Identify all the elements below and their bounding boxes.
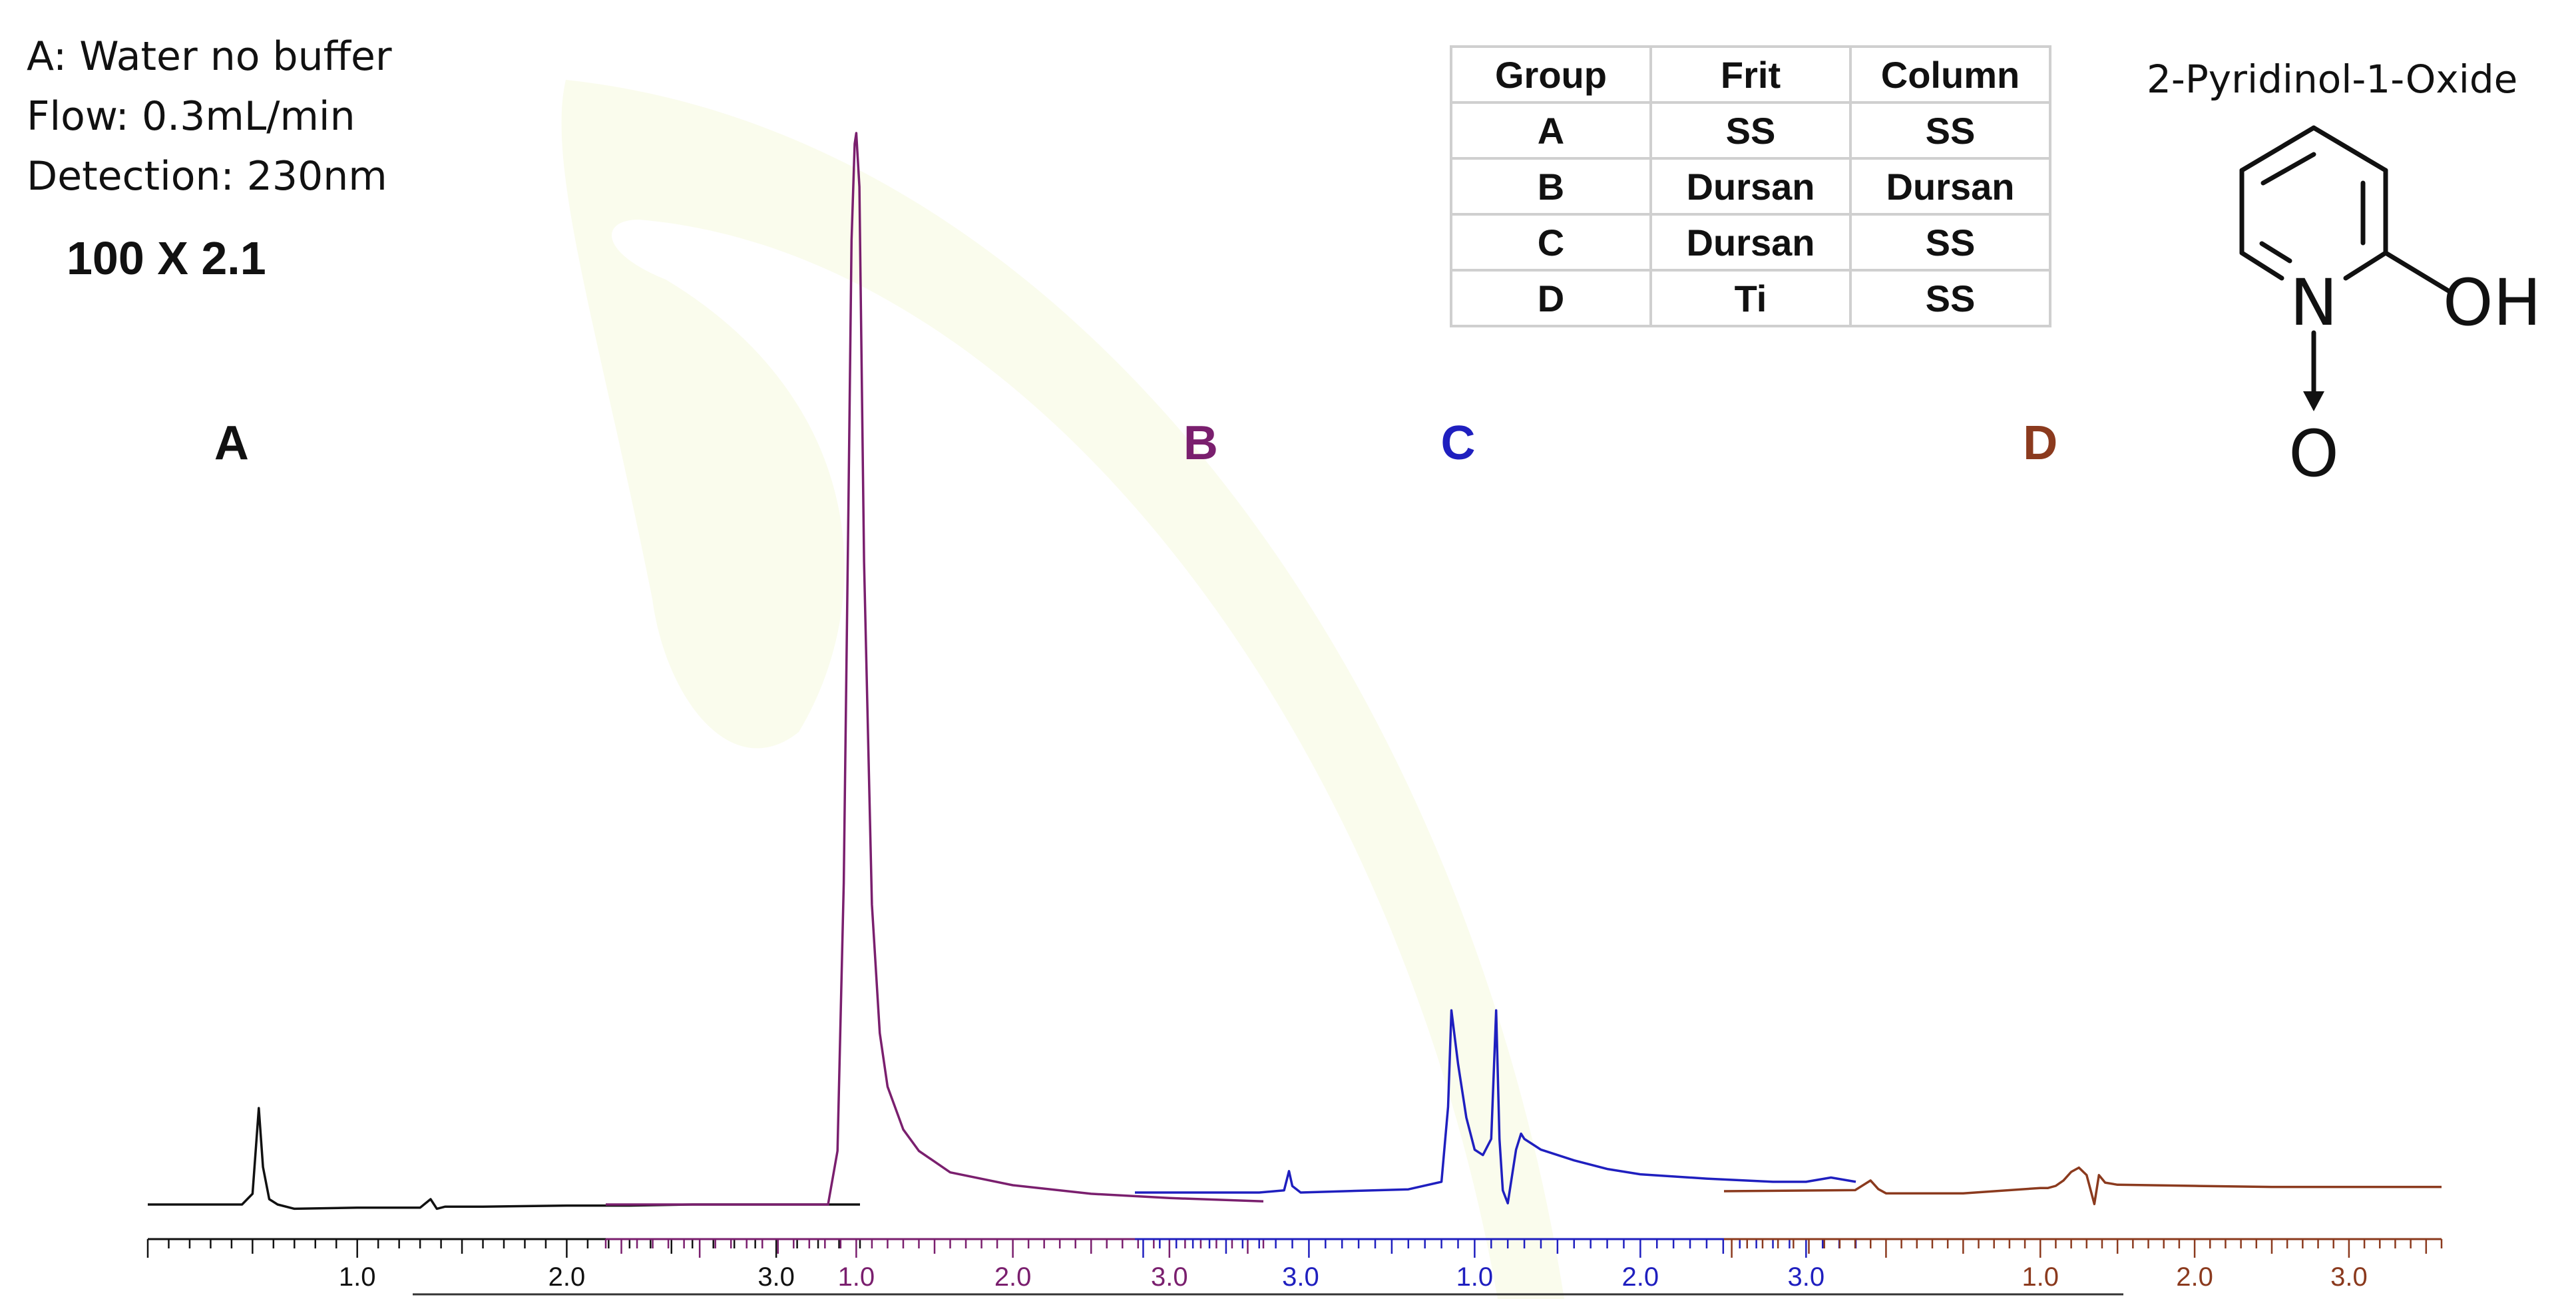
- table-cell: Ti: [1649, 269, 1852, 327]
- detection-text: Detection: 230nm: [27, 153, 387, 200]
- table-cell: Dursan: [1649, 213, 1852, 272]
- table-header-row: Group Frit Column: [1450, 45, 2051, 104]
- tick-label: 2.0: [994, 1262, 1032, 1292]
- table-cell: B: [1450, 157, 1652, 216]
- table-row: D Ti SS: [1450, 269, 2051, 327]
- group-label-a: A: [214, 417, 249, 470]
- mobile-phase-text: A: Water no buffer: [27, 33, 392, 80]
- table-cell: C: [1450, 213, 1652, 272]
- tick-label: 1.0: [838, 1262, 875, 1292]
- tick-label: 3.0: [757, 1262, 795, 1292]
- nitrogen-atom: N: [2290, 266, 2338, 340]
- ring-double-bond: [2260, 152, 2316, 186]
- ring-bond: [2343, 250, 2388, 281]
- ring-double-bond: [2259, 241, 2292, 264]
- table-row: A SS SS: [1450, 101, 2051, 160]
- table-row: C Dursan SS: [1450, 213, 2051, 272]
- group-table: Group Frit Column A SS SS B Dursan Dursa…: [1450, 45, 2051, 327]
- tick-label: 1.0: [1456, 1262, 1494, 1292]
- oxygen-atom: O: [2288, 417, 2339, 491]
- tick-label: 3.0: [2330, 1262, 2368, 1292]
- trace-c: [1135, 1009, 1856, 1205]
- hydroxyl-bond: [2383, 250, 2452, 294]
- molecule-structure: N OH O: [2239, 125, 2541, 491]
- column-dimensions-text: 100 X 2.1: [67, 232, 266, 284]
- watermark-swoosh: [561, 80, 1564, 1299]
- group-label-d: D: [2023, 417, 2057, 470]
- tick-label: 1.0: [2022, 1262, 2059, 1292]
- flow-rate-text: Flow: 0.3mL/min: [27, 93, 355, 140]
- table-cell: Dursan: [1849, 157, 2051, 216]
- table-cell: SS: [1849, 213, 2051, 272]
- tick-label: 3.0: [1151, 1262, 1188, 1292]
- trace-b: [606, 132, 1264, 1206]
- table-row: B Dursan Dursan: [1450, 157, 2051, 216]
- table-header-cell: Group: [1450, 45, 1652, 104]
- trace-d: [1723, 1166, 2442, 1206]
- table-cell: A: [1450, 101, 1652, 160]
- tick-label: 3.0: [1282, 1262, 1319, 1292]
- ring-bond: [2239, 250, 2284, 281]
- tick-label: 2.0: [2176, 1262, 2213, 1292]
- group-label-c: C: [1440, 417, 1475, 470]
- tick-label: 1.0: [339, 1262, 376, 1292]
- tick-label: 2.0: [548, 1262, 586, 1292]
- table-cell: SS: [1849, 269, 2051, 327]
- table-cell: SS: [1649, 101, 1852, 160]
- compound-name: 2-Pyridinol-1-Oxide: [2147, 57, 2518, 102]
- trace-a: [148, 1107, 860, 1210]
- ring-bond: [2311, 125, 2388, 173]
- table-cell: Dursan: [1649, 157, 1852, 216]
- arrow-head-icon: [2303, 391, 2324, 411]
- ring-bond: [2239, 125, 2316, 173]
- table-header-cell: Column: [1849, 45, 2051, 104]
- group-label-b: B: [1183, 417, 1218, 470]
- table-cell: D: [1450, 269, 1652, 327]
- tick-label: 2.0: [1622, 1262, 1659, 1292]
- table-header-cell: Frit: [1649, 45, 1852, 104]
- hydroxyl-group: OH: [2443, 266, 2541, 340]
- tick-label: 3.0: [1788, 1262, 1825, 1292]
- table-cell: SS: [1849, 101, 2051, 160]
